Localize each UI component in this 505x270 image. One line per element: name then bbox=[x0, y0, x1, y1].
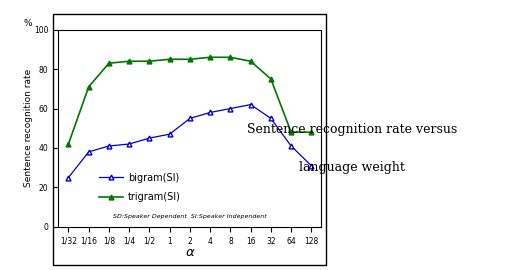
Text: %: % bbox=[24, 19, 32, 28]
bigram(SI) bbox=[267, 117, 273, 120]
bigram(SI) bbox=[227, 107, 233, 110]
trigram(SI) bbox=[65, 142, 71, 146]
Text: language weight: language weight bbox=[298, 161, 404, 174]
bigram(SI) bbox=[85, 150, 91, 154]
Text: Sentence recognition rate versus: Sentence recognition rate versus bbox=[246, 123, 456, 136]
trigram(SI) bbox=[287, 131, 293, 134]
trigram(SI) bbox=[227, 56, 233, 59]
Legend: bigram(SI), trigram(SI): bigram(SI), trigram(SI) bbox=[94, 169, 184, 206]
Y-axis label: Sentence recognition rate: Sentence recognition rate bbox=[24, 69, 32, 187]
Text: SD:Speaker Dependent  SI:Speaker Independent: SD:Speaker Dependent SI:Speaker Independ… bbox=[113, 214, 266, 219]
trigram(SI) bbox=[106, 62, 112, 65]
trigram(SI) bbox=[166, 58, 172, 61]
trigram(SI) bbox=[186, 58, 192, 61]
bigram(SI) bbox=[186, 117, 192, 120]
Line: trigram(SI): trigram(SI) bbox=[66, 55, 313, 146]
bigram(SI) bbox=[65, 176, 71, 179]
trigram(SI) bbox=[308, 131, 314, 134]
trigram(SI) bbox=[126, 60, 132, 63]
trigram(SI) bbox=[207, 56, 213, 59]
bigram(SI) bbox=[166, 133, 172, 136]
bigram(SI) bbox=[126, 142, 132, 146]
trigram(SI) bbox=[146, 60, 152, 63]
bigram(SI) bbox=[146, 136, 152, 140]
bigram(SI) bbox=[287, 144, 293, 148]
X-axis label: α: α bbox=[185, 245, 194, 258]
trigram(SI) bbox=[247, 60, 253, 63]
bigram(SI) bbox=[207, 111, 213, 114]
trigram(SI) bbox=[267, 77, 273, 80]
Line: bigram(SI): bigram(SI) bbox=[66, 102, 313, 180]
trigram(SI) bbox=[85, 85, 91, 89]
bigram(SI) bbox=[247, 103, 253, 106]
bigram(SI) bbox=[308, 164, 314, 167]
bigram(SI) bbox=[106, 144, 112, 148]
